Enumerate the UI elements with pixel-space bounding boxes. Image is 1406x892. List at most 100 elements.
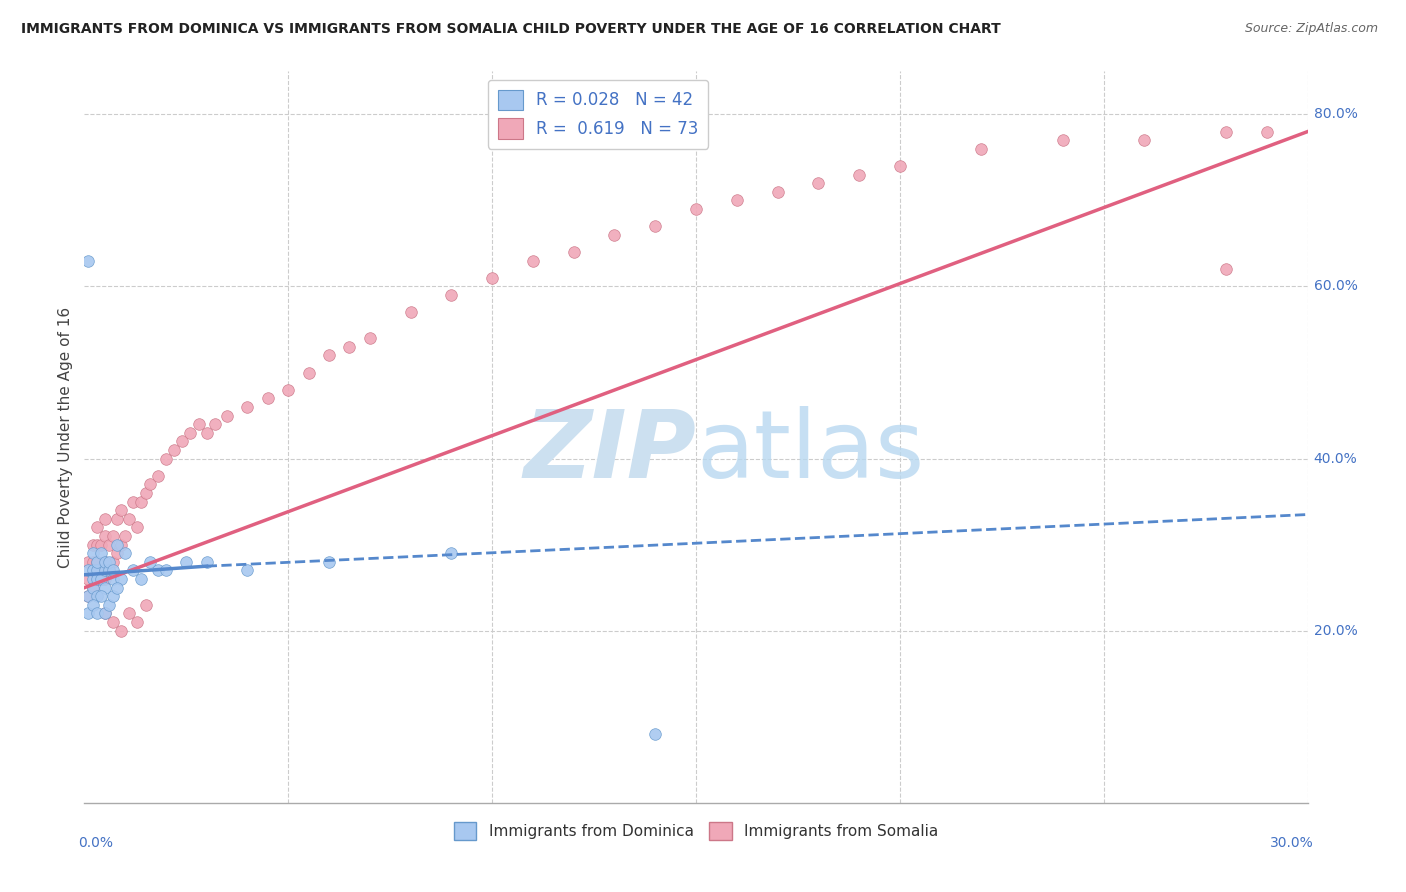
Point: [90, 546, 112, 560]
Point: [90, 572, 112, 586]
Point: [889, 159, 911, 173]
Point: [146, 564, 169, 578]
Point: [90, 572, 112, 586]
Point: [82, 564, 104, 578]
Point: [1133, 133, 1156, 147]
Point: [644, 727, 666, 741]
Point: [101, 564, 124, 578]
Point: [195, 555, 218, 569]
Point: [118, 607, 141, 621]
Point: [93, 607, 115, 621]
Point: [146, 468, 169, 483]
Point: [114, 546, 136, 560]
Point: [77, 607, 100, 621]
Point: [82, 598, 104, 612]
Point: [122, 494, 145, 508]
Point: [105, 546, 128, 560]
Point: [970, 142, 993, 156]
Text: ZIP: ZIP: [523, 406, 696, 498]
Point: [86, 572, 108, 586]
Point: [138, 477, 160, 491]
Point: [522, 253, 544, 268]
Point: [97, 564, 120, 578]
Point: [481, 271, 503, 285]
Point: [105, 512, 128, 526]
Point: [86, 555, 108, 569]
Point: [603, 227, 626, 242]
Point: [725, 194, 748, 208]
Point: [131, 572, 153, 586]
Point: [82, 538, 104, 552]
Point: [766, 185, 789, 199]
Point: [127, 615, 149, 629]
Point: [90, 589, 112, 603]
Point: [86, 520, 108, 534]
Point: [131, 494, 153, 508]
Point: [359, 331, 381, 345]
Point: [135, 486, 157, 500]
Point: [97, 538, 120, 552]
Point: [82, 555, 104, 569]
Point: [1052, 133, 1074, 147]
Point: [848, 168, 870, 182]
Point: [93, 581, 115, 595]
Point: [644, 219, 666, 234]
Point: [204, 417, 226, 432]
Point: [101, 589, 124, 603]
Text: IMMIGRANTS FROM DOMINICA VS IMMIGRANTS FROM SOMALIA CHILD POVERTY UNDER THE AGE : IMMIGRANTS FROM DOMINICA VS IMMIGRANTS F…: [21, 22, 1001, 37]
Point: [118, 512, 141, 526]
Point: [685, 202, 707, 216]
Point: [114, 529, 136, 543]
Point: [236, 400, 259, 414]
Point: [135, 598, 157, 612]
Point: [440, 546, 463, 560]
Point: [138, 555, 160, 569]
Point: [97, 598, 120, 612]
Point: [93, 572, 115, 586]
Text: Source: ZipAtlas.com: Source: ZipAtlas.com: [1244, 22, 1378, 36]
Point: [93, 564, 115, 578]
Point: [86, 555, 108, 569]
Point: [77, 589, 100, 603]
Point: [82, 572, 104, 586]
Point: [562, 245, 585, 260]
Point: [101, 572, 124, 586]
Point: [155, 451, 177, 466]
Point: [1256, 125, 1278, 139]
Point: [86, 572, 108, 586]
Point: [174, 555, 197, 569]
Point: [399, 305, 422, 319]
Point: [101, 529, 124, 543]
Point: [339, 340, 361, 354]
Point: [86, 589, 108, 603]
Point: [236, 564, 259, 578]
Point: [217, 409, 239, 423]
Text: 80.0%: 80.0%: [1313, 107, 1358, 121]
Point: [440, 288, 463, 302]
Point: [93, 512, 115, 526]
Point: [82, 546, 104, 560]
Point: [77, 253, 100, 268]
Text: 40.0%: 40.0%: [1313, 451, 1357, 466]
Point: [93, 555, 115, 569]
Point: [86, 607, 108, 621]
Point: [101, 555, 124, 569]
Point: [97, 555, 120, 569]
Point: [298, 366, 321, 380]
Point: [807, 176, 830, 190]
Point: [318, 555, 340, 569]
Point: [127, 520, 149, 534]
Point: [110, 503, 132, 517]
Y-axis label: Child Poverty Under the Age of 16: Child Poverty Under the Age of 16: [58, 307, 73, 567]
Point: [90, 538, 112, 552]
Point: [110, 624, 132, 638]
Point: [82, 581, 104, 595]
Point: [101, 615, 124, 629]
Point: [93, 555, 115, 569]
Text: 30.0%: 30.0%: [1270, 836, 1313, 850]
Legend: Immigrants from Dominica, Immigrants from Somalia: Immigrants from Dominica, Immigrants fro…: [447, 815, 945, 847]
Point: [122, 564, 145, 578]
Text: atlas: atlas: [696, 406, 924, 498]
Point: [110, 572, 132, 586]
Point: [155, 564, 177, 578]
